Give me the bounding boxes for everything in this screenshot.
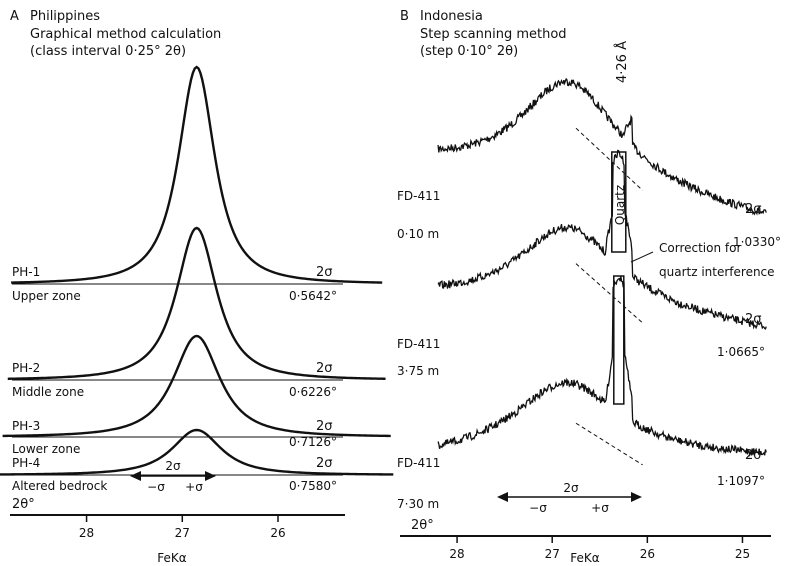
fd2-code: FD-411 [397,337,440,351]
panel-b-tick-label: 28 [449,547,464,561]
fd3-code: FD-411 [397,456,440,470]
quartz-label: Quartz [613,185,627,225]
ph3-zone: Lower zone [12,442,80,456]
panel-b-xlabel: FeKα [570,551,599,565]
panel-a-xlabel: FeKα [157,551,186,565]
panel-a-tick-label: 28 [79,526,94,540]
panel-a-sigma-arrow-label: 2σ [165,459,181,473]
panel-b-title: Indonesia [420,9,483,24]
ph-profile-2 [7,226,386,380]
panel-a-interval: (class interval 0·25° 2θ) [30,44,186,59]
fd1-width: 1·0330° [733,235,781,249]
fd2-sigma: 2σ [745,312,762,327]
fd2-depth: 3·75 m [397,364,439,378]
fd3-depth: 7·30 m [397,497,439,511]
panel-a-minus-sigma: −σ [147,480,165,494]
quartz-peak-box [611,151,627,253]
ph1-zone: Upper zone [12,289,81,303]
panel-a-sigma-arrow [130,471,216,481]
panel-b-tick-label: 26 [640,547,655,561]
panel-b-curves [437,77,767,466]
panel-b-tick-label: 27 [545,547,560,561]
correction-label-1: Correction for [659,241,741,255]
ph1-sigma: 2σ [316,265,333,280]
ph2-zone: Middle zone [12,385,84,399]
fd1-sigma: 2σ [745,202,762,217]
panel-b-ticks: 28 27 26 25 [449,536,750,561]
panel-a-axis-symbol: 2θ° [12,497,35,512]
ph-profile-1 [11,65,383,284]
panel-a-title: Philippines [30,9,100,24]
panel-a-curves [0,65,394,476]
quartz-correction-line [575,127,643,191]
panel-b-plus-sigma: +σ [591,501,609,515]
ph2-code: PH-2 [12,361,40,375]
panel-b-axis-symbol: 2θ° [411,518,434,533]
ph4-zone: Altered bedrock [12,479,107,493]
panel-a-ticks: 28 27 26 [79,515,286,540]
fd3-sigma: 2σ [745,448,762,463]
correction-label-2: quartz interference [659,265,775,279]
panel-a-tick-label: 27 [175,526,190,540]
quartz-dspacing-label: 4·26 Å [614,41,630,83]
fd3-width: 1·1097° [717,474,765,488]
panel-b-tick-label: 25 [735,547,750,561]
fd411-pattern-3 [437,276,767,457]
ph4-sigma: 2σ [316,456,333,471]
panel-b-sigma-arrow [497,492,642,502]
correction-pointer [630,251,654,263]
ph3-code: PH-3 [12,419,40,433]
fd1-code: FD-411 [397,189,440,203]
panel-b: B Indonesia Step scanning method (step 0… [397,9,781,565]
ph3-width: 0·7126° [289,435,337,449]
fd411-pattern-1 [437,77,767,216]
panel-b-interval: (step 0·10° 2θ) [420,44,518,59]
ph-profile-4 [0,428,394,476]
panel-a-plus-sigma: +σ [185,480,203,494]
ph2-sigma: 2σ [316,361,333,376]
quartz-peak-box-lower [613,275,625,405]
fd1-depth: 0·10 m [397,227,439,241]
ph-profile-3 [2,334,391,438]
fd2-width: 1·0665° [717,345,765,359]
quartz-correction-line [575,422,643,466]
ph4-width: 0·7580° [289,479,337,493]
ph2-width: 0·6226° [289,385,337,399]
fd411-pattern-2 [437,149,767,330]
ph1-width: 0·5642° [289,289,337,303]
panel-a-tick-label: 26 [270,526,285,540]
ph1-code: PH-1 [12,265,40,279]
panel-b-minus-sigma: −σ [529,501,547,515]
ph3-sigma: 2σ [316,419,333,434]
quartz-correction-line [575,263,643,324]
panel-a-letter: A [10,9,19,24]
panel-b-method: Step scanning method [420,27,567,42]
panel-b-letter: B [400,9,409,24]
panel-a: A Philippines Graphical method calculati… [0,9,394,565]
ph4-code: PH-4 [12,456,40,470]
panel-a-method: Graphical method calculation [30,27,221,42]
panel-b-sigma-arrow-label: 2σ [563,481,579,495]
